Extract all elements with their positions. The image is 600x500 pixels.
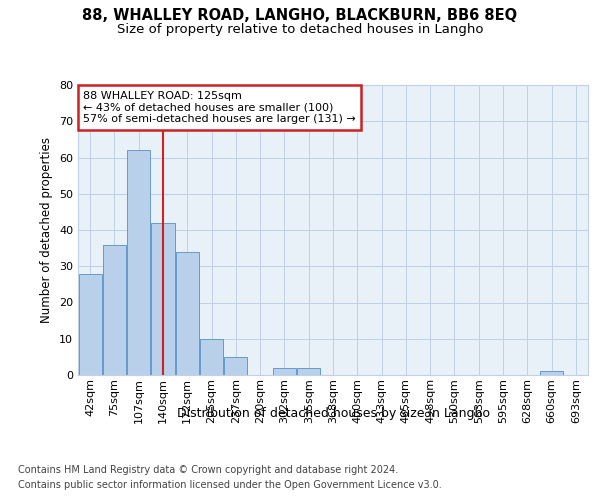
Bar — [540, 372, 563, 375]
Bar — [151, 223, 175, 375]
Text: Contains HM Land Registry data © Crown copyright and database right 2024.: Contains HM Land Registry data © Crown c… — [18, 465, 398, 475]
Bar — [297, 368, 320, 375]
Bar — [127, 150, 150, 375]
Bar — [176, 252, 199, 375]
Bar — [273, 368, 296, 375]
Text: 88, WHALLEY ROAD, LANGHO, BLACKBURN, BB6 8EQ: 88, WHALLEY ROAD, LANGHO, BLACKBURN, BB6… — [82, 8, 518, 22]
Text: Contains public sector information licensed under the Open Government Licence v3: Contains public sector information licen… — [18, 480, 442, 490]
Bar — [224, 357, 247, 375]
Bar — [200, 339, 223, 375]
Bar — [103, 244, 126, 375]
Bar — [79, 274, 101, 375]
Text: 88 WHALLEY ROAD: 125sqm
← 43% of detached houses are smaller (100)
57% of semi-d: 88 WHALLEY ROAD: 125sqm ← 43% of detache… — [83, 91, 356, 124]
Y-axis label: Number of detached properties: Number of detached properties — [40, 137, 53, 323]
Text: Distribution of detached houses by size in Langho: Distribution of detached houses by size … — [176, 408, 490, 420]
Text: Size of property relative to detached houses in Langho: Size of property relative to detached ho… — [117, 22, 483, 36]
